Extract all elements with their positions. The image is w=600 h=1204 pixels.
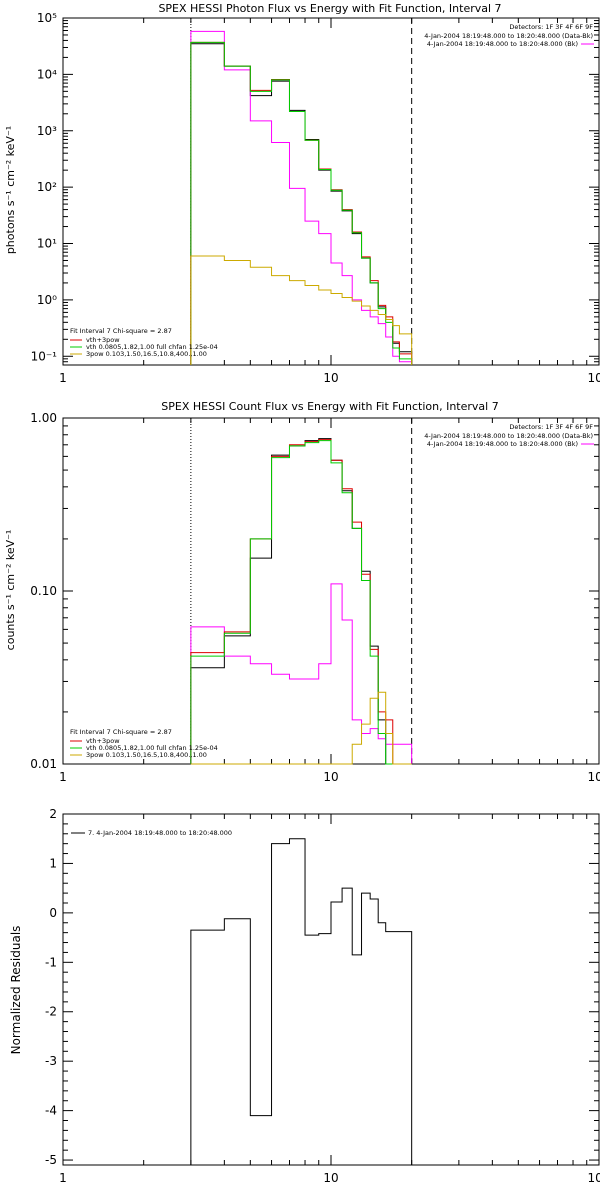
photon-y-axis-label: photons s⁻¹ cm⁻² keV⁻¹ [4, 126, 17, 254]
residuals-y-tick-label: -5 [45, 1153, 57, 1167]
residuals-plot-frame [62, 813, 600, 1166]
count-y-tick-label: 0.10 [30, 584, 57, 598]
photon-fit-entry-vth: vth 0.0805,1.82,1.00 full chfan 1.25e-04 [86, 343, 218, 351]
residuals-x-tick-label: 1 [59, 1171, 67, 1185]
photon-data-interval-label: 4-Jan-2004 18:19:48.000 to 18:20:48.000 … [424, 32, 593, 40]
photon-y-tick-label: 10³ [37, 124, 57, 138]
residuals-series [190, 838, 413, 1165]
photon-y-tick-label: 10⁻¹ [31, 349, 58, 363]
photon-background-series [190, 30, 413, 365]
residuals-x-tick-label: 10 [323, 1171, 338, 1185]
count-bk-interval-label: 4-Jan-2004 18:19:48.000 to 18:20:48.000 … [427, 440, 578, 448]
count-fit-entry-vth: vth 0.0805,1.82,1.00 full chfan 1.25e-04 [86, 744, 218, 752]
photon-x-tick-label: 10 [323, 371, 338, 385]
photon-fit-entry-total: vth+3pow [86, 336, 120, 344]
count-fit-entry-total: vth+3pow [86, 737, 120, 745]
residuals-y-tick-label: 0 [49, 906, 57, 920]
residuals-y-tick-label: -4 [45, 1104, 57, 1118]
photon-detectors-label: Detectors: 1F 3F 4F 6F 9F [509, 23, 593, 31]
photon-chart-title: SPEX HESSI Photon Flux vs Energy with Fi… [158, 2, 501, 15]
photon-fit-header: Fit Interval 7 Chi-square = 2.87 [70, 327, 172, 335]
photon-y-tick-label: 10⁴ [37, 67, 57, 81]
residuals-y-tick-label: -3 [45, 1054, 57, 1068]
count-y-axis-label: counts s⁻¹ cm⁻² keV⁻¹ [4, 530, 17, 651]
photon-y-tick-label: 10⁵ [37, 11, 57, 25]
photon-fit-entry-3pow: 3pow 0.103,1.50,16.5,10.8,400.,1.00 [86, 350, 207, 358]
count-fit-entry-3pow: 3pow 0.103,1.50,16.5,10.8,400.,1.00 [86, 751, 207, 759]
photon-flux-panel: SPEX HESSI Photon Flux vs Energy with Fi… [4, 2, 600, 385]
count-power-law-component-series [190, 691, 412, 765]
count-fit-header: Fit Interval 7 Chi-square = 2.87 [70, 728, 172, 736]
photon-y-tick-label: 10¹ [37, 237, 57, 251]
residuals-y-tick-label: -1 [45, 955, 57, 969]
photon-y-tick-label: 10⁰ [37, 293, 57, 307]
residuals-panel: Normalized Residuals 1 10 100 -5 -4 -3 -2 -1 0 1 2… [9, 807, 600, 1185]
residuals-y-tick-label: -2 [45, 1005, 57, 1019]
count-data-interval-label: 4-Jan-2004 18:19:48.000 to 18:20:48.000 … [424, 432, 593, 440]
residuals-y-axis-label: Normalized Residuals [9, 926, 23, 1055]
residuals-x-tick-label: 100 [588, 1171, 600, 1185]
count-vth-component-series [190, 440, 412, 765]
photon-bk-interval-label: 4-Jan-2004 18:19:48.000 to 18:20:48.000 … [427, 40, 578, 48]
residuals-y-tick-label: 2 [49, 807, 57, 821]
photon-y-tick-label: 10² [37, 180, 57, 194]
photon-x-tick-label: 1 [59, 371, 67, 385]
count-x-tick-label: 1 [59, 770, 67, 784]
photon-power-law-component-series [190, 255, 413, 365]
count-y-tick-label: 1.00 [30, 411, 57, 425]
residuals-y-tick-label: 1 [49, 856, 57, 870]
count-x-tick-label: 100 [588, 770, 600, 784]
photon-x-tick-label: 100 [588, 371, 600, 385]
residuals-legend-label: 7. 4-Jan-2004 18:19:48.000 to 18:20:48.0… [88, 829, 232, 837]
count-flux-panel: SPEX HESSI Count Flux vs Energy with Fit… [4, 400, 600, 784]
count-detectors-label: Detectors: 1F 3F 4F 6F 9F [509, 423, 593, 431]
photon-vth-component-series [190, 41, 413, 365]
count-chart-title: SPEX HESSI Count Flux vs Energy with Fit… [161, 400, 498, 413]
count-y-tick-label: 0.01 [30, 757, 57, 771]
count-x-tick-label: 10 [323, 770, 338, 784]
